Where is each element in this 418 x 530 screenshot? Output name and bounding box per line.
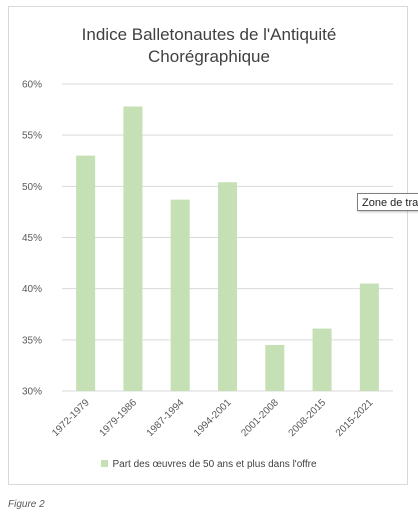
plot-area: 30% 35% 40% 45% 50% 55% 60% 1972-1979 1979-1986… xyxy=(22,80,393,439)
x-category-label: 1979-1986 xyxy=(97,397,139,439)
y-tick-label: 60% xyxy=(22,80,42,91)
bar-1972-1979[interactable] xyxy=(76,155,96,391)
y-tick-label: 45% xyxy=(22,233,42,244)
legend-swatch xyxy=(101,460,109,467)
figure-caption: Figure 2 xyxy=(8,499,45,510)
y-tick-label: 40% xyxy=(22,284,42,295)
plot-area-tooltip: Zone de traçage xyxy=(357,193,418,211)
y-tick-label: 30% xyxy=(22,387,42,398)
y-axis-labels: 30% 35% 40% 45% 50% 55% 60% xyxy=(22,80,42,398)
x-category-label: 1972-1979 xyxy=(50,397,92,439)
chart-title-line-1: Indice Balletonautes de l'Antiquité xyxy=(81,25,337,44)
x-category-label: 2008-2015 xyxy=(287,397,329,439)
x-category-label: 1987-1994 xyxy=(145,397,187,439)
legend-label: Part des œuvres de 50 ans et plus dans l… xyxy=(112,459,317,470)
x-category-label: 2001-2008 xyxy=(239,397,281,439)
legend[interactable]: Part des œuvres de 50 ans et plus dans l… xyxy=(9,459,409,470)
chart-title: Indice Balletonautes de l'Antiquité Chor… xyxy=(9,24,409,68)
y-tick-label: 55% xyxy=(22,131,42,142)
chart-area[interactable]: Indice Balletonautes de l'Antiquité Chor… xyxy=(8,6,408,485)
y-tick-label: 50% xyxy=(22,182,42,193)
bar-2001-2008[interactable] xyxy=(265,344,285,391)
x-category-label: 1994-2001 xyxy=(192,397,234,439)
gridlines xyxy=(62,83,393,392)
bar-1987-1994[interactable] xyxy=(170,199,190,391)
bar-1994-2001[interactable] xyxy=(218,182,237,391)
x-category-label: 2015-2021 xyxy=(334,397,376,439)
bars xyxy=(76,106,379,391)
chart-title-line-2: Chorégraphique xyxy=(148,47,270,66)
x-axis-labels: 1972-1979 1979-1986 1987-1994 1994-2001 2001… xyxy=(50,397,376,439)
bar-2015-2021[interactable] xyxy=(359,283,379,391)
bar-1979-1986[interactable] xyxy=(123,106,143,391)
bar-2008-2015[interactable] xyxy=(312,328,332,391)
y-tick-label: 35% xyxy=(22,335,42,346)
